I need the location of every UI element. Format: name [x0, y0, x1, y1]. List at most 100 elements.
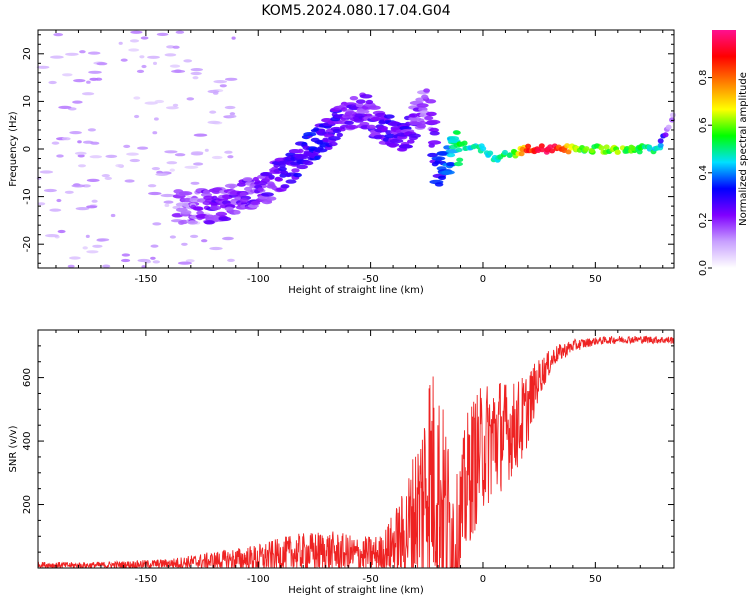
noise-blob: [123, 144, 131, 148]
noise-blob: [191, 151, 204, 155]
signal-blob: [215, 211, 228, 217]
signal-blob: [423, 88, 430, 93]
x-tick-label: -100: [247, 574, 270, 585]
y-tick-label: 10: [22, 95, 33, 108]
noise-blob: [171, 69, 186, 73]
noise-blob: [169, 64, 181, 68]
noise-blob: [118, 41, 123, 45]
signal-blob: [344, 120, 354, 126]
signal-blob: [194, 206, 204, 211]
snr-y-label: SNR (v/v): [8, 425, 19, 472]
spectrogram-y-label: Frequency (Hz): [8, 111, 19, 187]
signal-blob: [365, 99, 374, 105]
noise-blob: [75, 207, 90, 211]
noise-blob: [121, 258, 131, 263]
colorbar-tick-label: 0.0: [698, 260, 709, 276]
colorbar-axis: 0.0 0.2 0.4 0.6 0.8: [698, 70, 712, 276]
noise-blob: [45, 234, 59, 238]
y-tick-label: 20: [22, 47, 33, 60]
noise-blob: [166, 106, 179, 110]
noise-blob: [207, 89, 220, 94]
noise-blob: [53, 33, 64, 37]
snr-x-label: Height of straight line (km): [288, 585, 424, 596]
noise-blob: [221, 237, 234, 241]
signal-blob: [260, 192, 274, 197]
noise-blob: [229, 112, 236, 116]
signal-blob: [455, 147, 463, 153]
signal-blob: [665, 124, 672, 130]
noise-blob: [137, 146, 149, 150]
noise-blob: [91, 199, 98, 203]
signal-blob: [204, 214, 215, 219]
noise-blob: [140, 36, 149, 40]
noise-blob: [190, 234, 199, 238]
signal-blob: [345, 124, 359, 130]
signal-blob: [646, 144, 653, 150]
noise-blob: [86, 80, 91, 84]
noise-blob: [209, 110, 217, 114]
noise-blob: [147, 184, 157, 188]
snr-series-line: [37, 335, 675, 569]
signal-blob: [366, 124, 376, 130]
signal-blob: [356, 109, 370, 114]
noise-blob: [110, 213, 116, 218]
signal-blob: [453, 130, 461, 135]
noise-blob: [105, 154, 118, 158]
spectrogram-x-axis: -150 -100 -50 0 50: [55, 30, 664, 285]
signal-blob: [614, 149, 621, 155]
noise-blob: [164, 53, 177, 57]
snr-x-axis: -150 -100 -50 0 50: [55, 330, 664, 585]
spectrogram-y-axis: -20 -10 0 10 20: [22, 34, 674, 264]
signal-blob: [236, 182, 246, 187]
signal-blob: [429, 131, 440, 136]
signal-blob: [470, 144, 477, 150]
signal-blob: [421, 94, 429, 100]
noise-blob: [209, 246, 223, 251]
signal-blob: [297, 148, 304, 154]
noise-blob: [193, 162, 204, 166]
signal-blob: [178, 191, 193, 196]
noise-blob: [156, 32, 169, 37]
signal-blob: [598, 145, 605, 151]
signal-blob: [368, 105, 381, 110]
signal-blob: [427, 152, 438, 158]
noise-blob: [224, 105, 236, 110]
noise-blob: [85, 234, 90, 238]
noise-blob: [192, 76, 199, 80]
noise-blob: [49, 208, 62, 212]
colorbar-gradient: [712, 30, 736, 268]
noise-blob: [152, 131, 158, 135]
noise-blob: [119, 164, 124, 168]
y-tick-label: -10: [22, 188, 33, 204]
signal-blob: [355, 99, 366, 104]
noise-blob: [181, 242, 188, 246]
noise-blob: [150, 256, 156, 260]
noise-blob: [207, 120, 221, 124]
noise-blob: [67, 264, 75, 268]
spectrogram-x-label: Height of straight line (km): [288, 285, 424, 296]
signal-blob: [441, 170, 455, 175]
noise-blob: [39, 170, 54, 174]
noise-blob: [144, 101, 158, 105]
noise-blob: [97, 238, 110, 242]
noise-blob: [141, 64, 147, 69]
noise-blob: [190, 181, 200, 185]
noise-blob: [160, 193, 175, 198]
noise-blob: [71, 184, 86, 188]
noise-blob: [190, 68, 203, 72]
signal-blob: [419, 120, 427, 126]
noise-blob: [169, 168, 175, 172]
signal-blob: [293, 172, 302, 178]
noise-blob: [177, 261, 192, 265]
noise-blob: [130, 30, 143, 34]
signal-blob: [180, 210, 192, 215]
signal-blob: [426, 111, 437, 117]
signal-blob: [456, 157, 464, 162]
colorbar-tick-label: 0.4: [698, 165, 709, 181]
noise-blob: [154, 117, 159, 121]
noise-blob: [51, 141, 60, 145]
noise-blob: [153, 61, 157, 65]
noise-blob: [231, 36, 236, 40]
